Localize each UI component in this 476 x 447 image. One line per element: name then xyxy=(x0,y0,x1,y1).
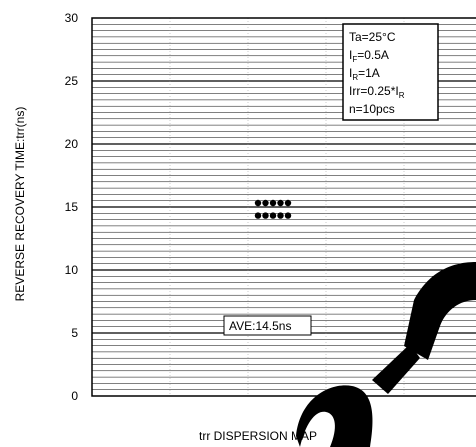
average-label: AVE:14.5ns xyxy=(229,319,291,333)
data-point xyxy=(262,212,269,219)
average-annotation: AVE:14.5ns xyxy=(223,315,312,336)
y-tick-label: 0 xyxy=(71,389,78,403)
y-axis-title: REVERSE RECOVERY TIME:trr(ns) xyxy=(13,107,27,302)
data-point xyxy=(254,199,262,207)
data-point xyxy=(269,212,277,219)
conditions-box: Ta=25°C IF=0.5A IR=1A Irr=0.25*IR n=10pc… xyxy=(342,23,439,121)
condition-ir: IR=1A xyxy=(349,66,380,82)
data-point xyxy=(254,212,262,219)
watermark xyxy=(296,262,476,447)
condition-irr: Irr=0.25*IR xyxy=(349,84,405,100)
watermark-stroke-3 xyxy=(404,262,476,360)
data-point xyxy=(284,199,292,207)
y-tick-label: 30 xyxy=(65,11,79,25)
y-tick-label: 10 xyxy=(65,263,79,277)
data-points xyxy=(254,199,292,219)
condition-ta: Ta=25°C xyxy=(349,30,396,44)
data-point xyxy=(269,199,277,207)
data-point xyxy=(277,212,284,219)
plot-frame xyxy=(91,17,476,397)
watermark-stroke-1 xyxy=(296,385,373,447)
data-point xyxy=(284,212,292,219)
x-axis-title: trr DISPERSION MAP xyxy=(199,429,317,443)
y-tick-label: 15 xyxy=(65,200,79,214)
y-tick-label: 25 xyxy=(65,74,79,88)
data-point xyxy=(277,199,284,207)
condition-n: n=10pcs xyxy=(349,102,395,116)
y-tick-labels: 0 5 10 15 20 25 30 xyxy=(65,11,79,403)
y-tick-label: 5 xyxy=(71,326,78,340)
condition-if: IF=0.5A xyxy=(349,48,389,64)
data-point xyxy=(262,199,269,207)
y-tick-label: 20 xyxy=(65,137,79,151)
watermark-stroke-2 xyxy=(372,344,420,394)
